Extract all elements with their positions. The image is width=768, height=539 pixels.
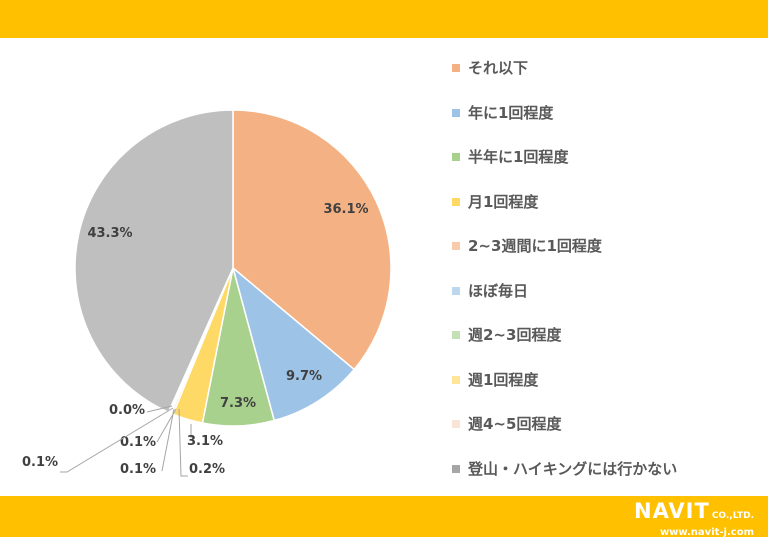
- legend-label: 週4~5回程度: [468, 415, 562, 433]
- legend-label: 半年に1回程度: [468, 148, 569, 166]
- legend-label: 年に1回程度: [468, 103, 554, 122]
- legend-swatch: [452, 286, 460, 295]
- legend-swatch: [452, 153, 460, 161]
- footer-band: [0, 496, 768, 537]
- pie-slice: [231, 265, 356, 422]
- legend-label: それ以下: [468, 59, 529, 77]
- legend-label: 週1回程度: [468, 370, 539, 389]
- company-logo: NAVIT CO.,LTD. www.navit-j.com: [634, 500, 754, 539]
- legend-swatch: [452, 242, 460, 250]
- leader-line: [178, 408, 188, 477]
- data-label: 7.3%: [220, 396, 256, 411]
- pie-slice: [232, 109, 392, 371]
- data-label: 43.3%: [87, 226, 132, 241]
- logo-url: www.navit-j.com: [659, 527, 754, 538]
- legend-swatch: [452, 464, 460, 473]
- legend-swatch: [452, 197, 460, 206]
- legend-swatch: [452, 108, 460, 117]
- legend-swatch: [452, 331, 460, 339]
- data-label: 0.1%: [120, 435, 156, 450]
- leader-line: [161, 408, 175, 472]
- legend-label: 週2~3回程度: [468, 326, 562, 344]
- legend-label: 月1回程度: [468, 192, 539, 211]
- data-label: 0.2%: [189, 462, 225, 477]
- data-label: 0.0%: [109, 403, 145, 418]
- data-label: 36.1%: [323, 202, 368, 217]
- logo-suffix: CO.,LTD.: [711, 511, 754, 521]
- legend-label: 2~3週間に1回程度: [468, 237, 602, 255]
- pie-slice: [74, 109, 234, 414]
- data-label: 0.1%: [120, 462, 156, 477]
- legend-label: ほぼ毎日: [468, 281, 529, 300]
- data-label: 0.1%: [22, 455, 58, 470]
- legend-swatch: [452, 375, 460, 384]
- leader-line: [146, 405, 173, 413]
- legend-label: 登山・ハイキングには行かない: [468, 459, 678, 478]
- leader-line: [60, 407, 174, 473]
- legend-swatch: [452, 64, 460, 72]
- logo-brand: NAVIT: [634, 499, 710, 523]
- pie-chart: 36.1% 9.7% 7.3% 3.1% 0.2% 0.1% 0.1% 0.1% 0.0% 43.…: [22, 109, 392, 477]
- legend-swatch: [452, 420, 460, 428]
- data-label: 3.1%: [187, 434, 223, 449]
- header-band: [0, 0, 768, 38]
- data-label: 9.7%: [286, 369, 322, 384]
